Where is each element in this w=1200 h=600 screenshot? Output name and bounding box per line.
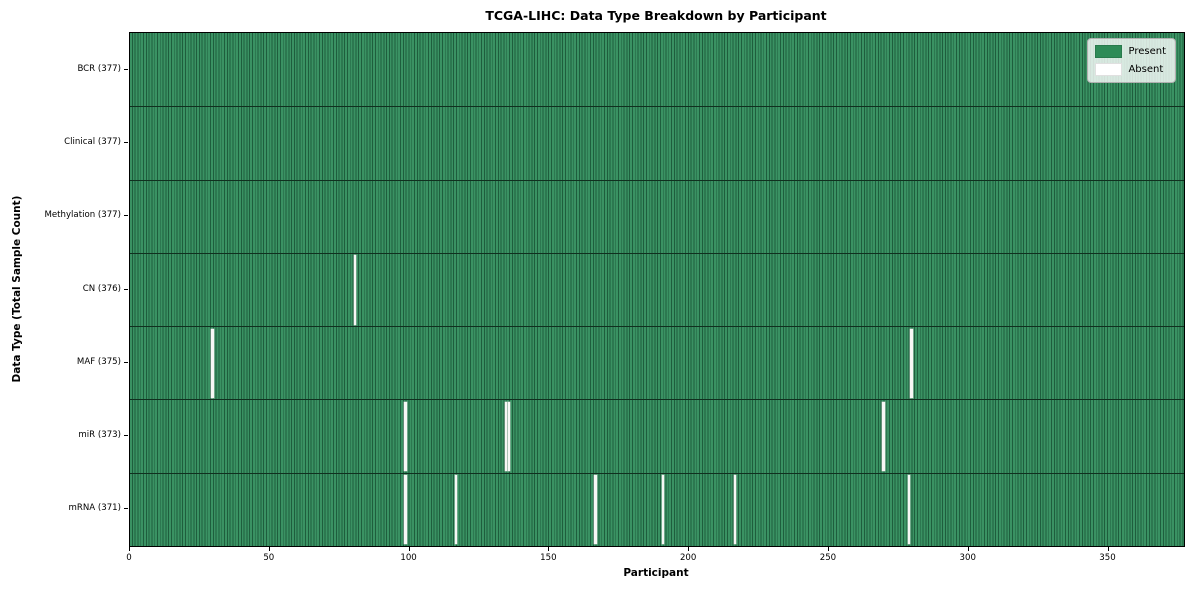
x-tick-label-100: 100 [400,553,417,563]
absent-cell-MAF-279 [910,328,913,398]
x-tick-label-350: 350 [1099,553,1116,563]
legend-label: Present [1128,46,1166,57]
x-tick-label-300: 300 [959,553,976,563]
y-tick-label-Clinical: Clinical (377) [64,136,121,147]
x-tick-label-250: 250 [819,553,837,563]
y-tick-mark [124,508,128,510]
x-tick-mark-50 [268,547,270,551]
legend-swatch-absent [1095,63,1123,76]
y-tick-label-mRNA: mRNA (371) [68,503,122,514]
legend-label: Absent [1128,64,1164,75]
y-tick-label-miR: miR (373) [78,430,121,441]
absent-cell-miR-135 [507,401,510,472]
x-tick-label-0: 0 [126,553,132,563]
heatmap-plot-area [129,32,1185,547]
y-tick-mark [124,361,128,363]
heatmap-row-BCR [130,33,1184,107]
x-tick-mark-300 [967,547,969,551]
chart-title: TCGA-LIHC: Data Type Breakdown by Partic… [485,8,827,23]
heatmap-row-CN [130,252,1184,327]
x-tick-mark-350 [1107,547,1109,551]
x-tick-mark-150 [548,547,550,551]
x-tick-mark-200 [688,547,690,551]
absent-cell-miR-98 [404,401,407,472]
y-tick-mark [124,288,128,290]
absent-cell-mRNA-98 [404,475,407,545]
heatmap-row-Clinical [130,106,1184,180]
heatmap-row-miR [130,399,1184,473]
absent-cell-mRNA-190 [661,475,664,545]
y-tick-mark [124,435,128,437]
x-tick-mark-0 [129,547,130,551]
legend-swatch-present [1095,45,1123,58]
y-tick-label-BCR: BCR (377) [77,63,121,74]
y-tick-mark [124,141,128,143]
y-tick-label-Methylation: Methylation (377) [44,210,121,221]
absent-cell-miR-134 [505,401,508,472]
absent-cell-CN-80 [354,255,357,325]
absent-cell-mRNA-166 [594,475,597,545]
x-tick-label-150: 150 [540,553,557,563]
x-tick-label-50: 50 [263,553,275,563]
legend: Present Absent [1087,38,1176,83]
x-tick-mark-250 [827,547,829,551]
absent-cell-MAF-29 [211,328,214,398]
absent-cell-mRNA-278 [907,475,910,545]
x-tick-label-200: 200 [679,553,697,563]
heatmap-row-MAF [130,326,1184,400]
legend-entry-present: Present [1095,45,1166,58]
absent-cell-miR-269 [882,401,885,472]
y-tick-label-MAF: MAF (375) [76,356,121,367]
absent-cell-mRNA-116 [454,475,457,545]
heatmap-row-mRNA [130,472,1184,546]
y-tick-mark [124,215,128,217]
y-tick-label-CN: CN (376) [82,283,121,294]
legend-entry-absent: Absent [1095,63,1166,76]
y-tick-mark [124,68,128,70]
heatmap-row-Methylation [130,179,1184,253]
absent-cell-mRNA-216 [734,475,737,545]
x-tick-mark-100 [408,547,410,551]
x-axis-label: Participant [623,567,689,579]
